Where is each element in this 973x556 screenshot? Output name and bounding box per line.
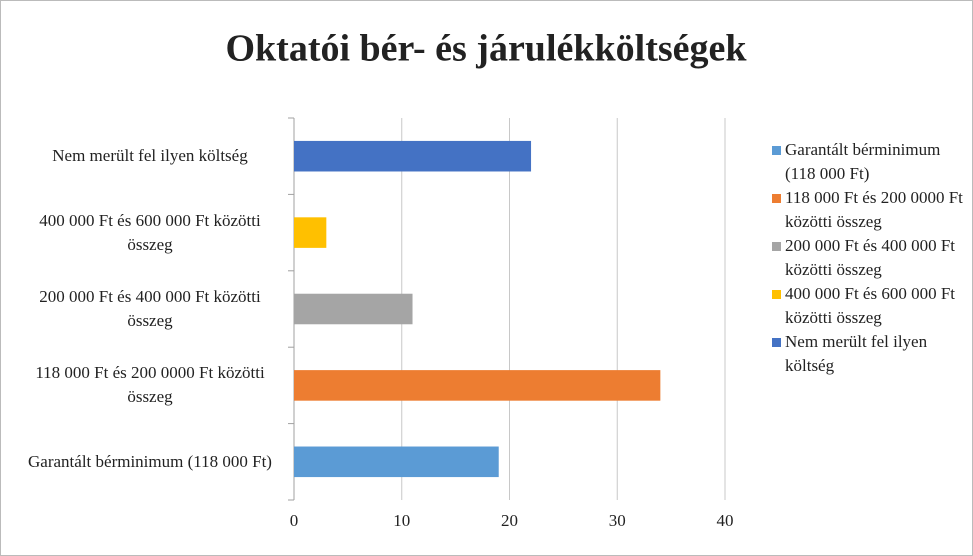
x-tick-label: 20 bbox=[501, 511, 518, 530]
legend-label: 118 000 Ft és 200 0000 Ft közötti összeg bbox=[785, 188, 963, 231]
y-tick-label: 118 000 Ft és 200 0000 Ft közötti összeg bbox=[35, 363, 265, 407]
bar bbox=[294, 217, 327, 248]
legend-swatch bbox=[772, 146, 781, 155]
legend-swatch bbox=[772, 242, 781, 251]
legend-label: 400 000 Ft és 600 000 Ft közötti összeg bbox=[785, 284, 956, 327]
legend-label: Nem merült fel ilyen költség bbox=[785, 332, 928, 375]
y-tick-label: Garantált bérminimum (118 000 Ft) bbox=[28, 451, 272, 471]
bar bbox=[294, 370, 661, 401]
legend-label: Garantált bérminimum (118 000 Ft) bbox=[785, 140, 941, 183]
x-tick-label: 10 bbox=[393, 511, 410, 530]
chart-title: Oktatói bér- és járulékköltségek bbox=[225, 28, 747, 70]
legend-swatch bbox=[772, 194, 781, 203]
y-tick-label: 200 000 Ft és 400 000 Ft közötti összeg bbox=[39, 287, 261, 330]
bar bbox=[294, 293, 413, 325]
bar bbox=[294, 446, 499, 478]
y-tick-label: 400 000 Ft és 600 000 Ft közötti összeg bbox=[39, 210, 261, 254]
y-tick-label: Nem merült fel ilyen költség bbox=[52, 146, 248, 166]
legend-swatch bbox=[772, 338, 781, 347]
bar bbox=[294, 140, 532, 172]
legend-label: 200 000 Ft és 400 000 Ft közötti összeg bbox=[785, 236, 956, 279]
x-tick-label: 40 bbox=[717, 511, 734, 530]
legend-swatch bbox=[772, 290, 781, 299]
x-tick-label: 30 bbox=[609, 511, 626, 530]
x-tick-label: 0 bbox=[290, 511, 299, 530]
